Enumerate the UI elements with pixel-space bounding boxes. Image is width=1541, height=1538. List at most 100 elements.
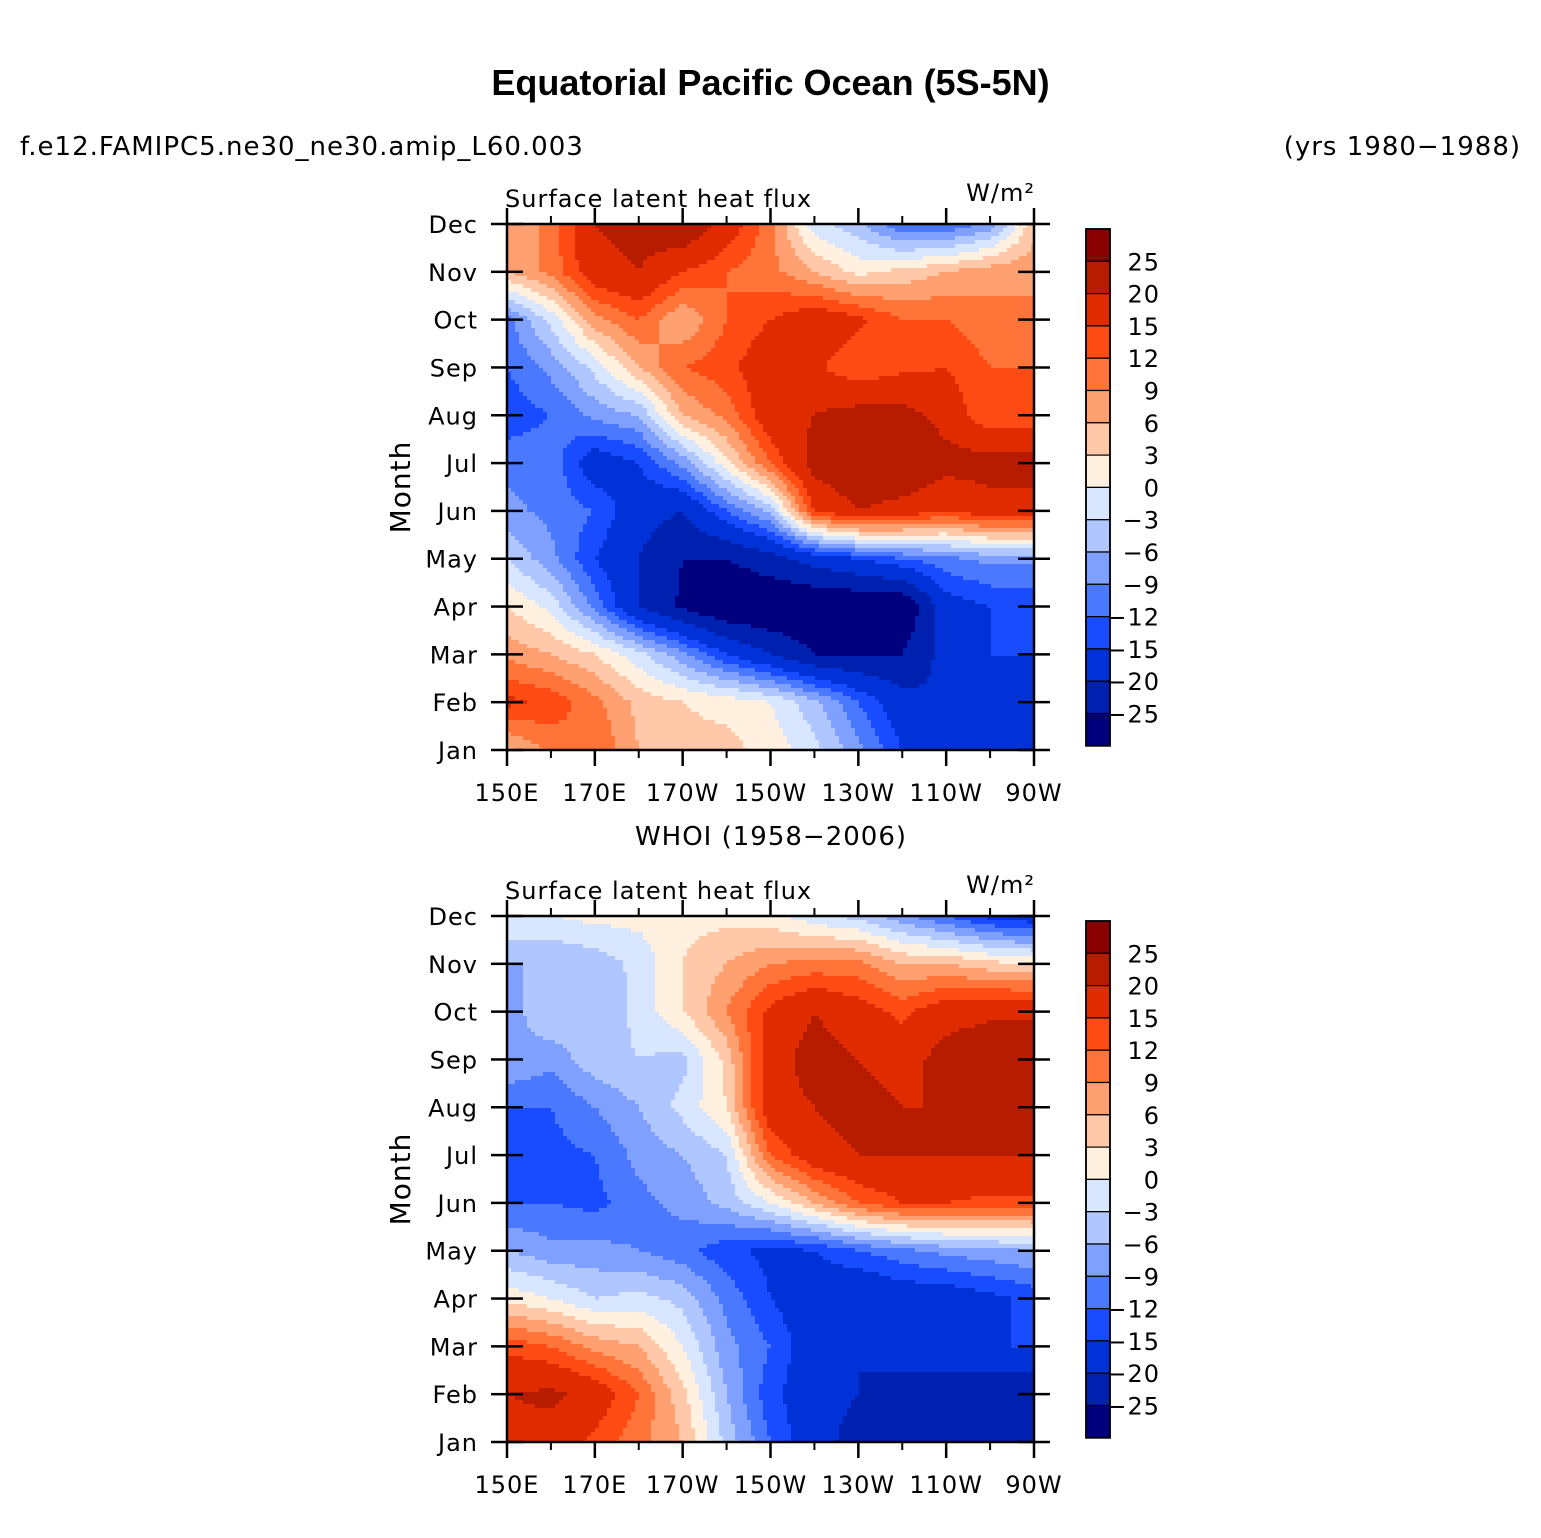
contour-cell — [543, 224, 548, 229]
contour-cell — [507, 300, 512, 305]
contour-cell — [535, 272, 540, 277]
contour-cell — [935, 372, 940, 377]
contour-cell — [631, 344, 636, 349]
contour-cell — [739, 236, 744, 241]
contour-cell — [707, 232, 712, 237]
contour-cell — [867, 360, 872, 365]
contour-cell — [899, 352, 904, 357]
contour-cell — [551, 372, 556, 377]
contour-cell — [947, 320, 952, 325]
contour-cell — [679, 320, 684, 325]
contour-cell — [911, 368, 916, 373]
contour-cell — [871, 332, 876, 337]
contour-cell — [651, 336, 656, 341]
contour-cell — [707, 324, 712, 329]
contour-cell — [611, 352, 616, 357]
contour-cell — [783, 236, 788, 241]
contour-cell — [523, 284, 528, 289]
contour-cell — [751, 276, 756, 281]
contour-cell — [951, 256, 956, 261]
contour-cell — [975, 364, 980, 369]
contour-cell — [859, 308, 864, 313]
contour-cell — [647, 292, 652, 297]
contour-cell — [519, 284, 524, 289]
contour-cell — [987, 276, 992, 281]
contour-cell — [795, 344, 800, 349]
contour-cell — [835, 228, 840, 233]
contour-cell — [983, 272, 988, 277]
contour-cell — [651, 368, 656, 373]
contour-cell — [851, 252, 856, 257]
contour-cell — [731, 292, 736, 297]
contour-cell — [1015, 360, 1020, 365]
contour-cell — [531, 240, 536, 245]
contour-cell — [791, 312, 796, 317]
contour-cell — [559, 224, 564, 229]
contour-cell — [907, 288, 912, 293]
contour-cell — [831, 324, 836, 329]
contour-cell — [871, 256, 876, 261]
contour-cell — [859, 328, 864, 333]
contour-cell — [755, 296, 760, 301]
contour-cell — [527, 228, 532, 233]
contour-cell — [995, 228, 1000, 233]
contour-cell — [995, 248, 1000, 253]
contour-cell — [971, 280, 976, 285]
contour-cell — [787, 272, 792, 277]
contour-cell — [739, 276, 744, 281]
contour-cell — [539, 324, 544, 329]
contour-cell — [623, 280, 628, 285]
contour-cell — [671, 340, 676, 345]
contour-cell — [899, 232, 904, 237]
contour-cell — [847, 332, 852, 337]
contour-cell — [607, 280, 612, 285]
contour-cell — [1015, 300, 1020, 305]
contour-cell — [823, 228, 828, 233]
contour-cell — [879, 244, 884, 249]
contour-cell — [931, 224, 936, 229]
contour-cell — [643, 236, 648, 241]
contour-cell — [655, 232, 660, 237]
contour-cell — [939, 252, 944, 257]
contour-cell — [659, 328, 664, 333]
contour-cell — [991, 228, 996, 233]
contour-cell — [767, 356, 772, 361]
contour-cell — [683, 324, 688, 329]
contour-cell — [563, 332, 568, 337]
contour-cell — [591, 292, 596, 297]
contour-cell — [615, 272, 620, 277]
contour-cell — [899, 344, 904, 349]
contour-cell — [979, 276, 984, 281]
contour-cell — [663, 292, 668, 297]
contour-cell — [863, 224, 868, 229]
contour-cell — [855, 360, 860, 365]
contour-cell — [671, 264, 676, 269]
contour-cell — [999, 240, 1004, 245]
contour-cell — [511, 240, 516, 245]
contour-cell — [939, 312, 944, 317]
contour-cell — [927, 336, 932, 341]
contour-cell — [583, 308, 588, 313]
contour-cell — [919, 300, 924, 305]
contour-cell — [667, 352, 672, 357]
contour-cell — [531, 264, 536, 269]
contour-cell — [895, 332, 900, 337]
contour-cell — [811, 336, 816, 341]
contour-cell — [967, 332, 972, 337]
contour-cell — [707, 256, 712, 261]
contour-cell — [655, 340, 660, 345]
contour-cell — [927, 288, 932, 293]
contour-cell — [787, 300, 792, 305]
contour-cell — [815, 296, 820, 301]
contour-cell — [911, 232, 916, 237]
contour-cell — [603, 252, 608, 257]
contour-cell — [959, 248, 964, 253]
contour-cell — [551, 328, 556, 333]
contour-cell — [919, 248, 924, 253]
contour-cell — [975, 236, 980, 241]
contour-cell — [687, 364, 692, 369]
contour-cell — [947, 224, 952, 229]
contour-cell — [655, 240, 660, 245]
contour-cell — [539, 248, 544, 253]
contour-cell — [1003, 268, 1008, 273]
